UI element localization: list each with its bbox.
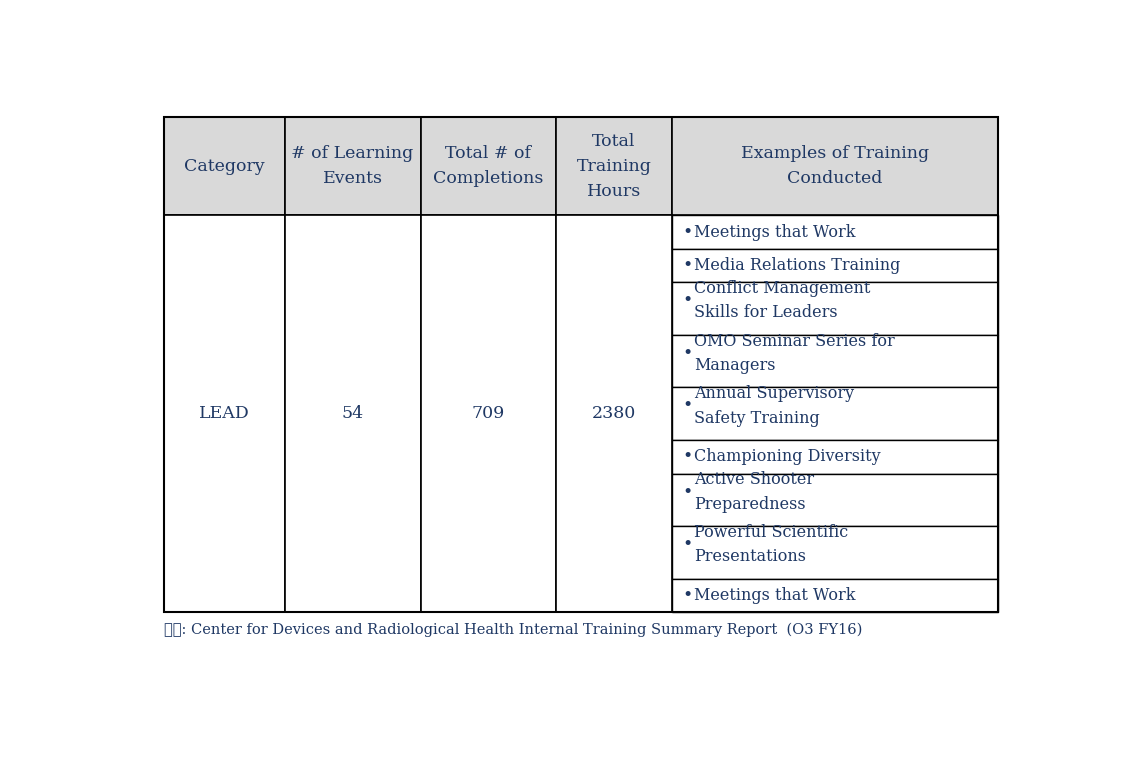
Text: Meetings that Work: Meetings that Work [695,587,855,604]
Text: •: • [682,345,692,362]
Bar [672,526,998,579]
Bar [672,474,998,526]
Bar [163,118,998,613]
Bar [163,216,284,613]
Text: •: • [682,483,692,500]
Text: Media Relations Training: Media Relations Training [695,257,901,274]
Text: •: • [682,449,692,465]
Text: Championing Diversity: Championing Diversity [695,449,881,465]
Text: 54: 54 [341,405,364,423]
Bar [672,388,998,440]
Text: LEAD: LEAD [198,405,249,423]
Text: 2380: 2380 [591,405,636,423]
Text: •: • [682,587,692,604]
Bar [672,249,998,282]
Text: Conflict Management
Skills for Leaders: Conflict Management Skills for Leaders [695,280,871,321]
Bar [556,118,672,216]
Text: Annual Supervisory
Safety Training: Annual Supervisory Safety Training [695,386,854,427]
Text: 출치: Center for Devices and Radiological Health Internal Training Summary Report : 출치: Center for Devices and Radiological … [163,623,862,638]
Bar [672,118,998,216]
Bar [163,118,284,216]
Text: •: • [682,537,692,553]
Text: 709: 709 [471,405,505,423]
Text: Powerful Scientific
Presentations: Powerful Scientific Presentations [695,524,849,565]
Text: Active Shooter
Preparedness: Active Shooter Preparedness [695,471,815,512]
Text: •: • [682,223,692,241]
Text: OMO Seminar Series for
Managers: OMO Seminar Series for Managers [695,332,895,373]
Bar [556,216,672,613]
Text: Examples of Training
Conducted: Examples of Training Conducted [741,146,929,187]
Bar [420,118,556,216]
Bar [672,282,998,335]
Bar [672,579,998,613]
Bar [284,216,420,613]
Text: •: • [682,257,692,274]
Text: •: • [682,398,692,414]
Bar [284,118,420,216]
Bar [420,216,556,613]
Bar [672,216,998,249]
Text: •: • [682,292,692,309]
Text: Meetings that Work: Meetings that Work [695,223,855,241]
Text: Total
Training
Hours: Total Training Hours [577,133,651,200]
Text: # of Learning
Events: # of Learning Events [291,146,414,187]
Text: Total # of
Completions: Total # of Completions [433,146,544,187]
Bar [672,335,998,388]
Bar [672,440,998,474]
Text: Category: Category [184,158,264,175]
